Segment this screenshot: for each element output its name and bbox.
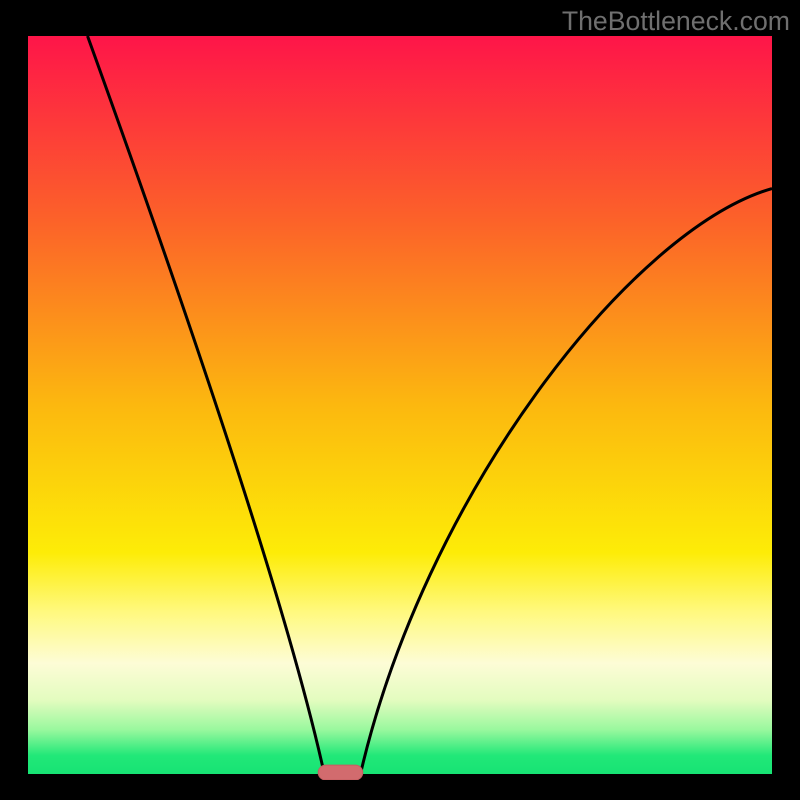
bottom-marker	[318, 765, 363, 780]
curve-right	[359, 189, 772, 780]
plot-svg	[28, 36, 772, 780]
curve-left	[88, 36, 326, 780]
watermark-text: TheBottleneck.com	[562, 6, 790, 37]
plot-area	[28, 36, 772, 774]
chart-container: TheBottleneck.com	[0, 0, 800, 800]
